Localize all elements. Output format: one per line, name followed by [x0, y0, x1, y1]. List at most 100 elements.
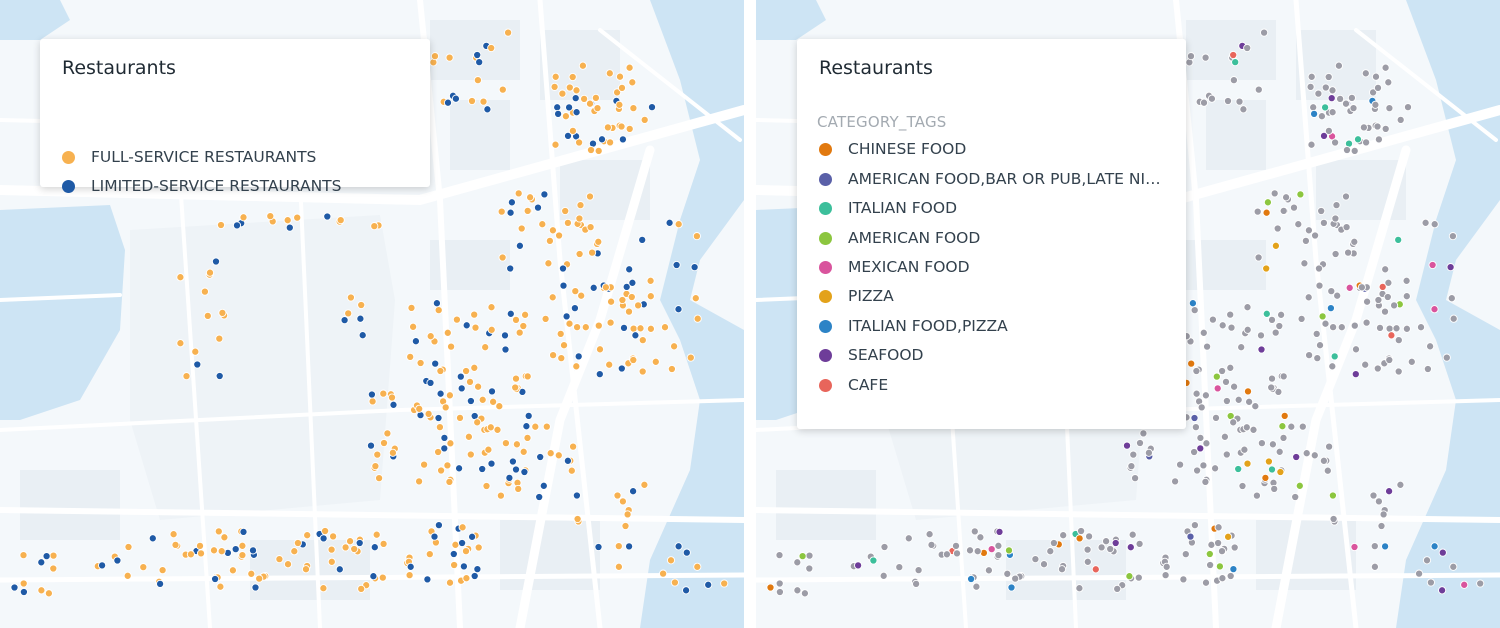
restaurant-point[interactable]	[1135, 539, 1144, 548]
restaurant-point[interactable]	[169, 530, 178, 539]
restaurant-point[interactable]	[1307, 140, 1316, 149]
restaurant-point[interactable]	[1176, 460, 1185, 469]
restaurant-point[interactable]	[500, 331, 510, 340]
restaurant-point[interactable]	[1162, 562, 1171, 571]
restaurant-point[interactable]	[1193, 466, 1202, 475]
restaurant-point[interactable]	[19, 579, 28, 588]
restaurant-point[interactable]	[972, 582, 981, 591]
restaurant-point[interactable]	[1298, 422, 1307, 431]
restaurant-point[interactable]	[1039, 560, 1049, 569]
restaurant-point[interactable]	[628, 78, 637, 87]
restaurant-point[interactable]	[432, 299, 441, 308]
restaurant-point[interactable]	[424, 409, 433, 418]
restaurant-point[interactable]	[1396, 115, 1405, 124]
restaurant-point[interactable]	[1273, 224, 1282, 233]
restaurant-point[interactable]	[618, 295, 627, 305]
restaurant-point[interactable]	[1359, 123, 1368, 132]
restaurant-point[interactable]	[1341, 99, 1351, 108]
restaurant-point[interactable]	[519, 447, 528, 456]
restaurant-point[interactable]	[451, 540, 460, 549]
restaurant-point[interactable]	[623, 510, 632, 519]
restaurant-point[interactable]	[798, 552, 807, 561]
restaurant-point[interactable]	[232, 221, 242, 230]
restaurant-point[interactable]	[506, 264, 515, 273]
restaurant-point[interactable]	[372, 530, 381, 539]
restaurant-point[interactable]	[1415, 569, 1424, 578]
restaurant-point[interactable]	[481, 343, 490, 352]
restaurant-point[interactable]	[406, 562, 415, 571]
restaurant-point[interactable]	[554, 451, 563, 460]
restaurant-point[interactable]	[1328, 491, 1337, 500]
restaurant-point[interactable]	[285, 223, 294, 232]
restaurant-point[interactable]	[659, 569, 668, 578]
restaurant-point[interactable]	[515, 328, 524, 337]
restaurant-point[interactable]	[1304, 293, 1313, 302]
restaurant-point[interactable]	[1363, 297, 1372, 306]
restaurant-point[interactable]	[238, 551, 247, 560]
restaurant-point[interactable]	[1220, 432, 1229, 441]
restaurant-point[interactable]	[1059, 531, 1068, 540]
restaurant-point[interactable]	[879, 571, 888, 580]
restaurant-point[interactable]	[358, 331, 367, 340]
restaurant-point[interactable]	[1309, 103, 1318, 112]
restaurant-point[interactable]	[484, 445, 493, 454]
restaurant-point[interactable]	[1407, 357, 1416, 366]
restaurant-point[interactable]	[1327, 287, 1336, 296]
restaurant-point[interactable]	[1267, 465, 1277, 474]
restaurant-point[interactable]	[1317, 206, 1326, 216]
restaurant-point[interactable]	[1229, 76, 1238, 85]
restaurant-point[interactable]	[1314, 89, 1323, 98]
restaurant-point[interactable]	[511, 383, 520, 392]
restaurant-point[interactable]	[559, 281, 568, 290]
restaurant-point[interactable]	[470, 310, 479, 319]
restaurant-point[interactable]	[440, 433, 449, 442]
restaurant-point[interactable]	[497, 207, 506, 216]
restaurant-point[interactable]	[667, 364, 676, 374]
restaurant-point[interactable]	[995, 527, 1004, 536]
restaurant-point[interactable]	[1091, 565, 1100, 574]
restaurant-point[interactable]	[458, 523, 467, 532]
restaurant-point[interactable]	[619, 323, 629, 332]
restaurant-point[interactable]	[98, 561, 107, 570]
restaurant-point[interactable]	[1416, 323, 1426, 332]
restaurant-point[interactable]	[1267, 374, 1277, 383]
restaurant-point[interactable]	[1212, 372, 1221, 381]
restaurant-point[interactable]	[123, 571, 132, 580]
restaurant-point[interactable]	[1301, 236, 1310, 245]
restaurant-point[interactable]	[561, 112, 570, 121]
restaurant-point[interactable]	[216, 220, 226, 230]
restaurant-point[interactable]	[1353, 135, 1363, 144]
restaurant-point[interactable]	[216, 582, 225, 591]
restaurant-point[interactable]	[462, 321, 471, 330]
restaurant-point[interactable]	[1205, 549, 1214, 559]
restaurant-point[interactable]	[1323, 466, 1332, 475]
restaurant-point[interactable]	[443, 328, 452, 337]
restaurant-point[interactable]	[1336, 94, 1345, 103]
restaurant-point[interactable]	[446, 439, 455, 448]
restaurant-point[interactable]	[1381, 542, 1390, 551]
restaurant-point[interactable]	[335, 565, 344, 574]
restaurant-point[interactable]	[1011, 574, 1020, 583]
restaurant-point[interactable]	[588, 248, 597, 257]
restaurant-point[interactable]	[1381, 124, 1390, 133]
restaurant-point[interactable]	[327, 545, 336, 554]
restaurant-point[interactable]	[1373, 122, 1382, 131]
restaurant-point[interactable]	[1243, 387, 1253, 396]
restaurant-point[interactable]	[182, 372, 191, 381]
legend-item-american-food[interactable]: AMERICAN FOOD	[819, 227, 980, 249]
restaurant-point[interactable]	[440, 444, 449, 453]
restaurant-point[interactable]	[1280, 411, 1289, 420]
restaurant-point[interactable]	[554, 109, 563, 118]
restaurant-point[interactable]	[214, 527, 223, 536]
restaurant-point[interactable]	[539, 481, 548, 490]
restaurant-point[interactable]	[478, 395, 487, 404]
restaurant-point[interactable]	[541, 314, 550, 323]
restaurant-point[interactable]	[1186, 52, 1196, 61]
restaurant-point[interactable]	[1378, 282, 1387, 291]
restaurant-point[interactable]	[266, 212, 275, 221]
restaurant-point[interactable]	[1369, 88, 1378, 97]
legend-item-mexican-food[interactable]: MEXICAN FOOD	[819, 256, 970, 278]
restaurant-point[interactable]	[301, 565, 311, 574]
restaurant-point[interactable]	[1206, 560, 1215, 570]
legend-item-pizza[interactable]: PIZZA	[819, 285, 894, 307]
